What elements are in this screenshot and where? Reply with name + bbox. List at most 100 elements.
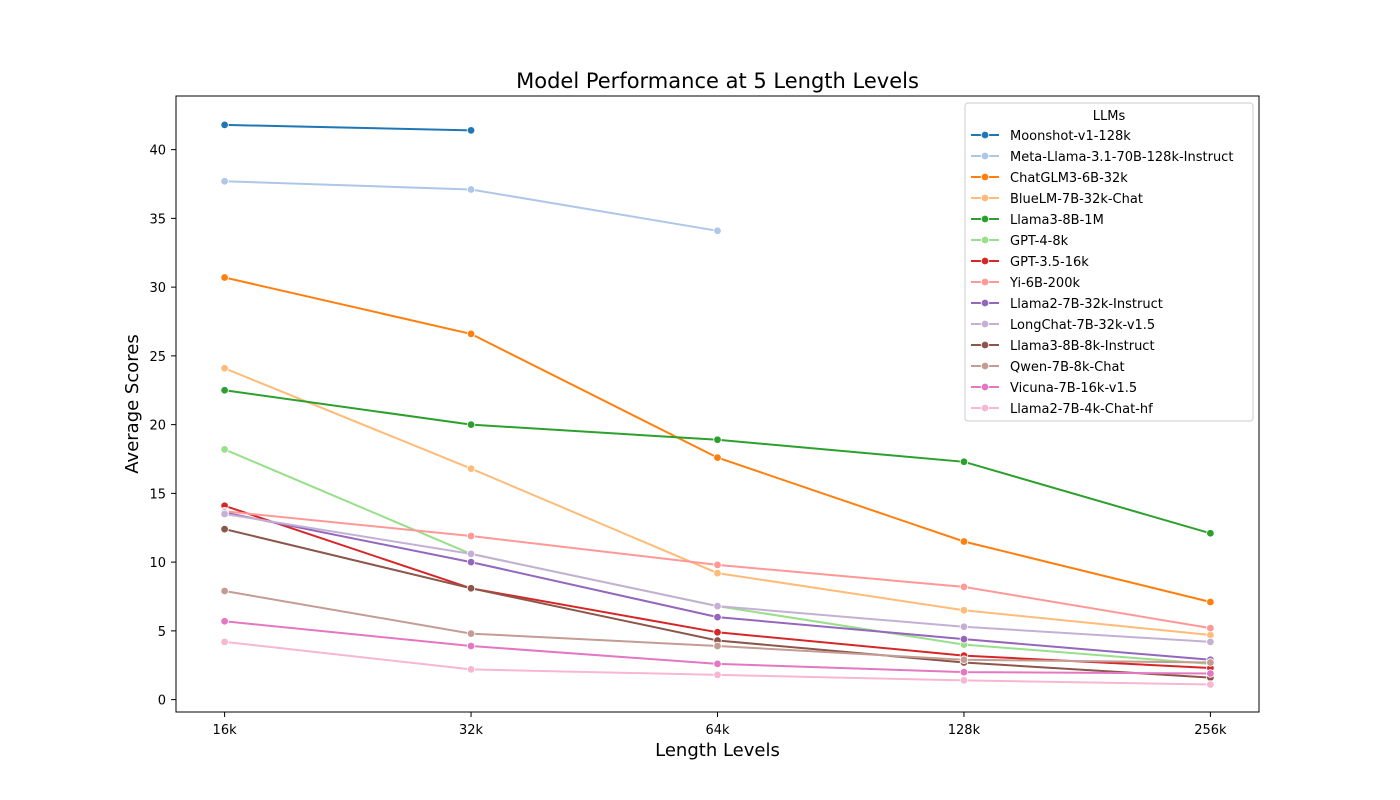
- y-tick-label: 20: [149, 419, 166, 434]
- legend-title: LLMs: [1093, 109, 1126, 124]
- legend-marker: [980, 214, 990, 224]
- data-point: [1206, 623, 1215, 633]
- legend-label: BlueLM-7B-32k-Chat: [1010, 192, 1143, 207]
- data-point: [1206, 637, 1215, 647]
- legend-item: Vicuna-7B-16k-v1.5: [971, 381, 1137, 396]
- legend-item: BlueLM-7B-32k-Chat: [971, 192, 1143, 207]
- legend-label: GPT-4-8k: [1010, 234, 1069, 249]
- x-tick-label: 256k: [1194, 723, 1227, 738]
- legend-label: Moonshot-v1-128k: [1010, 129, 1131, 144]
- legend-marker: [980, 193, 990, 203]
- legend-label: Meta-Llama-3.1-70B-128k-Instruct: [1010, 150, 1233, 165]
- data-point: [466, 420, 476, 429]
- legend-label: Yi-6B-200k: [1009, 276, 1080, 291]
- data-point: [220, 386, 229, 395]
- series-line: [224, 123, 472, 132]
- legend: LLMs Moonshot-v1-128k Meta-Llama-3.1-70B-…: [964, 102, 1254, 422]
- legend-label: Vicuna-7B-16k-v1.5: [1010, 381, 1137, 396]
- data-point: [466, 531, 476, 541]
- legend-item: Llama2-7B-4k-Chat-hf: [971, 402, 1153, 417]
- data-point: [466, 329, 476, 339]
- data-point: [220, 509, 229, 519]
- legend-label: Llama2-7B-32k-Instruct: [1010, 297, 1163, 312]
- legend-item: ChatGLM3-6B-32k: [971, 171, 1128, 186]
- legend-marker: [980, 403, 990, 413]
- data-point: [713, 560, 722, 570]
- data-point: [220, 617, 229, 626]
- data-point: [1206, 669, 1215, 678]
- data-point: [1206, 630, 1215, 640]
- data-point: [713, 659, 722, 669]
- legend-item: Llama2-7B-32k-Instruct: [971, 297, 1163, 312]
- y-axis: 0 5 10 15 20 25 30 35 40: [149, 144, 176, 709]
- chart-title: Model Performance at 5 Length Levels: [516, 69, 919, 93]
- y-tick-label: 0: [158, 694, 166, 709]
- data-point: [959, 676, 969, 685]
- data-point: [959, 655, 969, 664]
- legend-marker: [980, 172, 990, 182]
- legend-label: GPT-3.5-16k: [1010, 255, 1089, 270]
- data-point: [1206, 597, 1215, 607]
- data-point: [713, 641, 722, 651]
- legend-item: GPT-3.5-16k: [971, 255, 1089, 270]
- x-tick-label: 64k: [705, 723, 730, 738]
- y-tick-label: 10: [149, 556, 166, 571]
- data-point: [220, 524, 229, 534]
- legend-marker: [980, 382, 990, 392]
- data-point: [959, 537, 969, 546]
- data-point: [1206, 680, 1215, 689]
- x-tick-label: 32k: [459, 723, 484, 738]
- data-point: [466, 549, 476, 559]
- y-tick-label: 15: [149, 487, 166, 502]
- data-point: [959, 582, 969, 592]
- data-point: [466, 126, 476, 135]
- data-point: [959, 606, 969, 615]
- data-point: [466, 584, 476, 593]
- legend-items: Moonshot-v1-128k Meta-Llama-3.1-70B-128k-…: [971, 129, 1233, 417]
- x-tick-label: 16k: [213, 723, 238, 738]
- legend-item: Llama3-8B-8k-Instruct: [971, 339, 1155, 354]
- y-tick-label: 25: [149, 350, 166, 365]
- legend-label: ChatGLM3-6B-32k: [1010, 171, 1128, 186]
- legend-marker: [980, 277, 990, 287]
- data-point: [220, 273, 229, 282]
- legend-marker: [980, 319, 990, 329]
- legend-label: LongChat-7B-32k-v1.5: [1010, 318, 1155, 333]
- legend-label: Llama3-8B-8k-Instruct: [1010, 339, 1155, 354]
- legend-item: Yi-6B-200k: [971, 276, 1080, 291]
- data-point: [713, 628, 722, 637]
- data-point: [220, 586, 229, 596]
- x-tick-label: 128k: [948, 723, 981, 738]
- data-point: [220, 177, 229, 186]
- data-point: [466, 629, 476, 638]
- data-point: [220, 364, 229, 373]
- data-point: [713, 435, 722, 444]
- legend-label: Llama2-7B-4k-Chat-hf: [1010, 402, 1153, 417]
- data-point: [713, 601, 722, 611]
- data-point: [220, 445, 229, 454]
- x-axis: 16k 32k 64k 128k 256k: [213, 712, 1227, 738]
- x-axis-title: Length Levels: [655, 740, 780, 761]
- legend-item: GPT-4-8k: [971, 234, 1069, 249]
- data-point: [466, 641, 476, 651]
- data-point: [713, 670, 722, 680]
- data-point: [220, 120, 229, 130]
- legend-label: Llama3-8B-1M: [1010, 213, 1104, 228]
- data-point: [713, 226, 722, 235]
- legend-label: Qwen-7B-8k-Chat: [1010, 360, 1125, 375]
- legend-marker: [980, 151, 990, 161]
- data-point: [466, 464, 476, 473]
- data-point: [959, 457, 969, 466]
- legend-marker: [980, 235, 990, 245]
- legend-item: Meta-Llama-3.1-70B-128k-Instruct: [971, 150, 1233, 165]
- data-point: [466, 557, 476, 567]
- series-line: [224, 513, 1211, 643]
- y-axis-title: Average Scores: [122, 334, 143, 473]
- plot-lines: [220, 120, 1215, 689]
- legend-marker: [980, 361, 990, 371]
- y-tick-label: 30: [149, 281, 166, 296]
- legend-item: Llama3-8B-1M: [971, 213, 1104, 228]
- legend-marker: [980, 298, 990, 308]
- data-point: [1206, 529, 1215, 538]
